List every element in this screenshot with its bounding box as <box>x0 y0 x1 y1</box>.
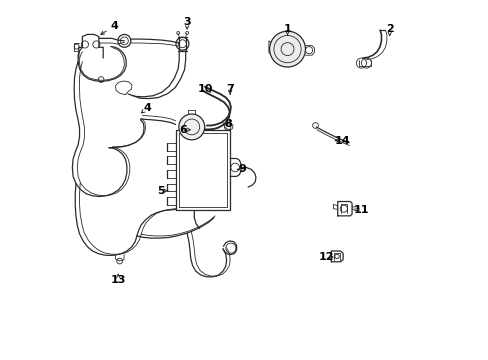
Text: 13: 13 <box>110 275 126 285</box>
Text: 8: 8 <box>224 120 232 129</box>
Text: 9: 9 <box>238 164 246 174</box>
Text: 14: 14 <box>334 136 349 145</box>
Text: 7: 7 <box>226 84 234 94</box>
Circle shape <box>269 31 305 67</box>
Text: 6: 6 <box>179 125 187 135</box>
Text: 5: 5 <box>157 186 165 196</box>
Text: 11: 11 <box>352 206 368 216</box>
Text: 12: 12 <box>318 252 333 262</box>
Circle shape <box>179 114 204 140</box>
Text: 3: 3 <box>183 17 190 27</box>
Text: 4: 4 <box>110 21 119 31</box>
Text: 1: 1 <box>283 24 291 35</box>
Text: 4: 4 <box>142 103 151 113</box>
Text: 10: 10 <box>197 84 212 94</box>
Text: 2: 2 <box>385 24 393 35</box>
